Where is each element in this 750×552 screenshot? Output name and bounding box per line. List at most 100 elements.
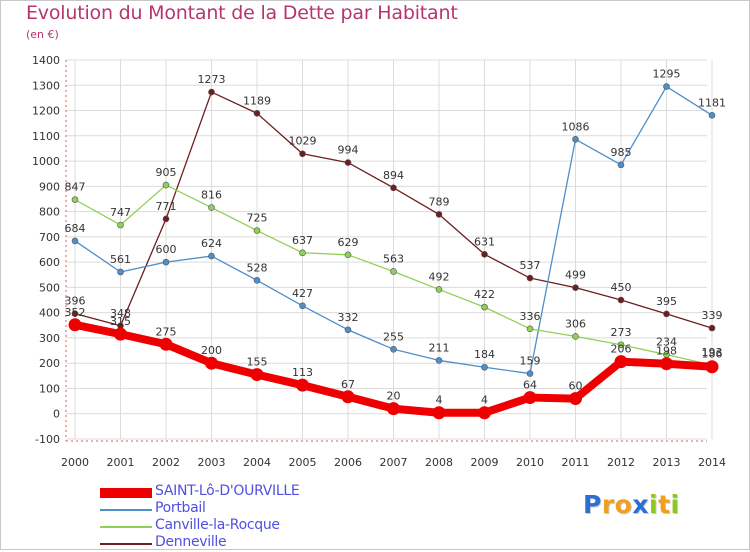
y-tick-label: -100 bbox=[35, 433, 60, 446]
data-label: 499 bbox=[565, 269, 586, 282]
x-tick-label: 2003 bbox=[198, 456, 226, 469]
data-label: 1181 bbox=[698, 96, 726, 109]
x-tick-label: 2006 bbox=[334, 456, 362, 469]
legend-swatch bbox=[100, 526, 152, 528]
x-tick-label: 2009 bbox=[471, 456, 499, 469]
legend-label: Canville-la-Rocque bbox=[155, 517, 280, 533]
data-point bbox=[253, 110, 261, 117]
data-point bbox=[572, 284, 579, 291]
x-tick-label: 2008 bbox=[425, 456, 453, 469]
y-tick-label: 800 bbox=[39, 206, 60, 219]
y-tick-label: 500 bbox=[39, 281, 60, 294]
data-point bbox=[708, 324, 716, 332]
data-label: 492 bbox=[429, 270, 450, 283]
data-label: 905 bbox=[156, 166, 177, 179]
y-tick-label: 100 bbox=[39, 382, 60, 395]
data-point bbox=[159, 337, 173, 351]
x-tick-label: 2007 bbox=[380, 456, 408, 469]
data-label: 206 bbox=[611, 343, 632, 356]
legend-label: SAINT-Lô-D'OURVILLE bbox=[155, 483, 300, 499]
data-point bbox=[162, 181, 170, 189]
data-point bbox=[526, 274, 534, 282]
legend-swatch bbox=[100, 543, 152, 545]
data-label: 771 bbox=[156, 200, 177, 213]
data-label: 273 bbox=[611, 326, 632, 339]
data-label: 20 bbox=[387, 390, 401, 403]
data-point bbox=[481, 303, 488, 311]
data-label: 985 bbox=[611, 146, 632, 159]
data-point bbox=[344, 251, 352, 259]
x-tick-label: 2012 bbox=[607, 456, 635, 469]
legend-label: Denneville bbox=[155, 534, 227, 550]
data-label: 563 bbox=[383, 252, 404, 265]
data-point bbox=[708, 112, 716, 119]
data-label: 537 bbox=[520, 259, 541, 272]
data-point bbox=[162, 258, 170, 266]
data-label: 186 bbox=[702, 348, 723, 361]
data-point bbox=[523, 391, 537, 405]
data-point bbox=[68, 318, 82, 332]
data-point bbox=[481, 363, 488, 371]
data-point bbox=[572, 333, 579, 340]
data-point bbox=[344, 159, 352, 166]
data-label: 561 bbox=[110, 253, 131, 266]
y-tick-label: 1000 bbox=[32, 155, 60, 168]
y-tick-label: 0 bbox=[53, 408, 60, 421]
y-tick-label: 600 bbox=[39, 256, 60, 269]
data-point bbox=[71, 196, 79, 204]
data-point bbox=[705, 360, 719, 374]
data-point bbox=[663, 310, 670, 318]
data-label: 528 bbox=[247, 261, 268, 274]
data-label: 1029 bbox=[289, 135, 317, 148]
data-label: 1189 bbox=[243, 94, 271, 107]
data-point bbox=[253, 277, 261, 284]
x-tick-label: 2001 bbox=[107, 456, 135, 469]
data-point bbox=[71, 237, 79, 245]
data-point bbox=[663, 83, 670, 90]
data-label: 894 bbox=[383, 169, 404, 182]
data-label: 306 bbox=[565, 317, 586, 330]
data-label: 275 bbox=[156, 325, 177, 338]
x-tick-label: 2011 bbox=[562, 456, 590, 469]
data-label: 211 bbox=[429, 341, 450, 354]
data-point bbox=[117, 268, 124, 276]
data-point bbox=[481, 251, 488, 258]
data-label: 994 bbox=[338, 144, 359, 157]
data-label: 352 bbox=[65, 306, 86, 319]
x-tick-label: 2004 bbox=[243, 456, 271, 469]
data-label: 816 bbox=[201, 189, 222, 202]
data-point bbox=[299, 150, 306, 158]
data-point bbox=[71, 310, 79, 317]
data-label: 315 bbox=[110, 315, 131, 328]
data-label: 193 bbox=[702, 346, 723, 359]
data-point bbox=[614, 355, 628, 369]
data-label: 60 bbox=[569, 380, 583, 393]
data-point bbox=[390, 346, 397, 353]
data-point bbox=[569, 392, 582, 406]
data-label: 450 bbox=[611, 281, 632, 294]
data-label: 4 bbox=[481, 394, 488, 407]
data-point bbox=[208, 88, 215, 96]
data-point bbox=[478, 406, 491, 420]
y-tick-label: 1100 bbox=[32, 130, 60, 143]
legend-label: Portbail bbox=[155, 500, 206, 516]
proxiti-logo: Proxiti bbox=[583, 490, 680, 519]
x-tick-label: 2014 bbox=[698, 456, 726, 469]
data-label: 198 bbox=[656, 345, 677, 358]
chart-title: Evolution du Montant de la Dette par Hab… bbox=[26, 2, 458, 24]
data-label: 336 bbox=[520, 310, 541, 323]
y-tick-label: 1200 bbox=[32, 105, 60, 118]
data-label: 396 bbox=[65, 295, 86, 308]
data-label: 1273 bbox=[198, 73, 226, 86]
data-label: 725 bbox=[247, 212, 268, 225]
data-label: 1086 bbox=[562, 120, 590, 133]
data-point bbox=[390, 268, 397, 275]
x-tick-label: 2002 bbox=[152, 456, 180, 469]
data-label: 64 bbox=[523, 379, 537, 392]
data-point bbox=[117, 221, 124, 229]
data-label: 155 bbox=[247, 356, 268, 369]
data-point bbox=[390, 184, 397, 192]
data-point bbox=[435, 286, 443, 293]
data-point bbox=[617, 296, 625, 304]
